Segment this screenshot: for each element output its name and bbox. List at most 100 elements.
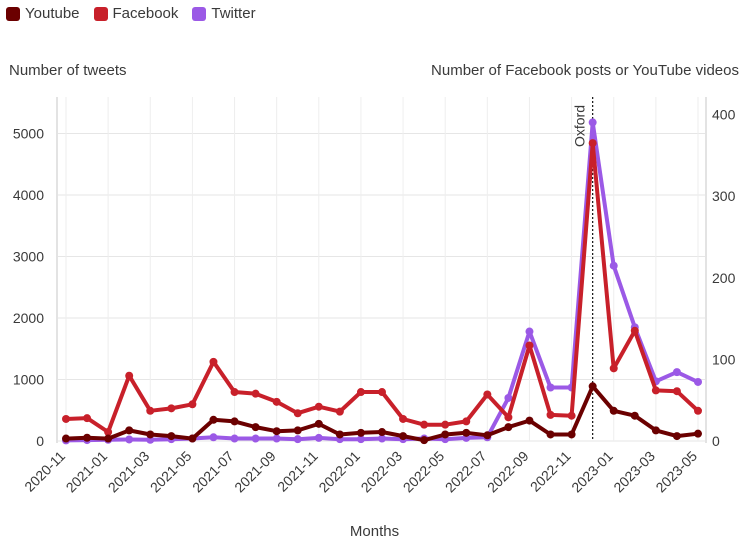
left-axis-tick-label: 2000 — [13, 310, 44, 326]
annotation-label: Oxford — [572, 105, 588, 147]
legend-swatch-youtube — [6, 6, 20, 21]
data-point-facebook — [694, 406, 702, 415]
data-point-youtube — [651, 426, 660, 435]
data-point-facebook — [567, 411, 576, 420]
data-point-facebook — [525, 341, 534, 350]
data-point-youtube — [251, 423, 260, 432]
data-point-facebook — [462, 417, 471, 426]
right-axis-tick-label: 400 — [712, 107, 736, 123]
data-point-youtube — [441, 430, 450, 439]
data-point-facebook — [293, 409, 302, 418]
data-point-youtube — [314, 419, 323, 428]
x-axis-tick-label: 2023-03 — [610, 448, 658, 496]
data-point-youtube — [104, 434, 113, 443]
data-point-youtube — [62, 434, 70, 443]
data-point-twitter — [546, 383, 555, 392]
x-axis-tick-label: 2021-05 — [147, 448, 195, 496]
data-point-youtube — [609, 406, 618, 415]
left-axis-tick-label: 0 — [36, 433, 44, 449]
data-point-facebook — [125, 371, 134, 380]
x-axis-tick-label: 2021-09 — [231, 448, 279, 496]
x-axis-tick-label: 2022-05 — [400, 448, 448, 496]
data-point-facebook — [546, 410, 555, 419]
data-point-youtube — [167, 432, 176, 441]
legend-item-facebook[interactable]: Facebook — [93, 5, 179, 22]
x-axis-tick-label: 2022-03 — [358, 448, 406, 496]
legend-item-youtube[interactable]: Youtube — [6, 5, 80, 22]
legend-item-twitter[interactable]: Twitter — [192, 5, 256, 22]
left-axis-title: Number of tweets — [9, 62, 127, 79]
legend-label-facebook: Facebook — [112, 5, 179, 22]
data-point-facebook — [83, 414, 92, 423]
data-point-youtube — [378, 428, 386, 437]
x-axis-tick-label: 2021-01 — [63, 448, 111, 496]
data-point-facebook — [230, 388, 239, 397]
data-point-youtube — [356, 428, 365, 437]
data-point-twitter — [609, 261, 618, 270]
data-point-facebook — [483, 390, 492, 399]
data-point-twitter — [251, 434, 260, 443]
data-point-youtube — [420, 436, 429, 445]
data-point-facebook — [167, 404, 176, 413]
data-point-twitter — [672, 368, 681, 377]
x-axis-tick-label: 2022-07 — [442, 448, 490, 496]
data-point-twitter — [230, 434, 239, 443]
data-point-youtube — [125, 426, 134, 435]
right-axis-title: Number of Facebook posts or YouTube vide… — [431, 62, 739, 79]
data-point-twitter — [125, 435, 134, 444]
data-point-twitter — [314, 433, 323, 442]
legend-swatch-twitter — [192, 6, 207, 21]
data-point-youtube — [335, 430, 344, 439]
data-point-facebook — [630, 326, 639, 335]
data-point-twitter — [504, 393, 513, 402]
left-axis-tick-label: 1000 — [13, 372, 44, 388]
data-point-facebook — [335, 407, 344, 416]
data-point-youtube — [525, 416, 534, 425]
data-point-youtube — [146, 430, 155, 439]
x-axis-tick-label: 2022-01 — [315, 448, 363, 496]
legend-swatch-facebook — [93, 6, 108, 21]
data-point-youtube — [209, 415, 218, 424]
data-point-youtube — [672, 432, 681, 441]
data-point-twitter — [293, 435, 302, 444]
data-point-youtube — [546, 430, 555, 439]
x-axis-tick-label: 2022-09 — [484, 448, 532, 496]
data-point-youtube — [230, 417, 239, 426]
data-point-youtube — [188, 434, 197, 443]
data-point-twitter — [272, 434, 281, 443]
data-point-facebook — [251, 389, 260, 398]
data-point-facebook — [399, 414, 408, 423]
data-point-youtube — [293, 426, 302, 435]
data-point-youtube — [83, 433, 92, 442]
x-axis-tick-label: 2022-11 — [527, 448, 574, 495]
data-point-youtube — [630, 411, 639, 420]
data-point-facebook — [609, 364, 618, 373]
data-point-facebook — [314, 402, 323, 411]
data-point-twitter — [356, 435, 365, 444]
x-axis-tick-label: 2023-05 — [652, 448, 700, 496]
data-point-youtube — [567, 430, 576, 439]
data-point-youtube — [483, 431, 492, 440]
data-point-facebook — [441, 420, 450, 429]
right-axis-tick-label: 200 — [712, 270, 736, 286]
data-point-facebook — [651, 386, 660, 395]
data-point-youtube — [588, 382, 597, 391]
x-axis-tick-label: 2021-07 — [189, 448, 237, 496]
right-axis-tick-label: 100 — [712, 351, 736, 367]
left-axis-tick-label: 3000 — [13, 249, 44, 265]
data-point-twitter — [378, 434, 386, 443]
data-point-youtube — [694, 429, 702, 438]
data-point-facebook — [504, 413, 513, 422]
data-point-facebook — [378, 388, 386, 397]
right-axis-tick-label: 0 — [712, 433, 720, 449]
left-axis-tick-label: 4000 — [13, 187, 44, 203]
x-axis-tick-label: 2020-11 — [21, 448, 68, 495]
data-point-youtube — [399, 432, 408, 441]
data-point-facebook — [62, 414, 70, 423]
data-point-twitter — [209, 433, 218, 442]
data-point-facebook — [672, 387, 681, 396]
left-axis-tick-label: 5000 — [13, 126, 44, 142]
data-point-youtube — [272, 427, 281, 436]
